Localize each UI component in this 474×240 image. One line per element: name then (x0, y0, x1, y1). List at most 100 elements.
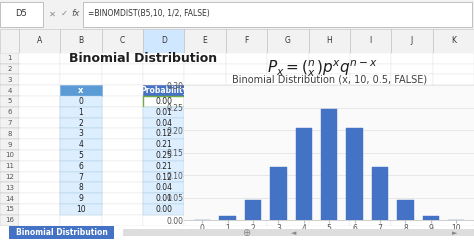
Bar (60, 64, 102, 74)
Bar (321, 109, 337, 220)
Bar (143, 172, 184, 182)
Bar (391, 182, 433, 193)
Text: 8: 8 (7, 131, 12, 137)
Bar (19, 29, 60, 53)
Bar (267, 215, 309, 226)
Bar (102, 53, 143, 64)
Bar (143, 96, 184, 107)
Bar (226, 150, 267, 161)
Bar (143, 96, 184, 107)
Bar (143, 118, 184, 128)
Bar (143, 204, 184, 215)
Text: ⊕: ⊕ (242, 228, 251, 238)
Text: 7: 7 (79, 173, 83, 181)
Text: x: x (78, 86, 84, 95)
Bar (60, 182, 102, 193)
Bar (143, 182, 184, 193)
Bar (433, 193, 474, 204)
Bar (433, 215, 474, 226)
Text: 0.00: 0.00 (155, 205, 172, 214)
Bar (184, 53, 226, 64)
Bar (267, 53, 309, 64)
Bar (60, 161, 102, 172)
Text: 0.12: 0.12 (155, 129, 172, 138)
Bar (309, 150, 350, 161)
Bar (143, 85, 184, 96)
Text: ◄: ◄ (291, 230, 297, 236)
Bar (267, 182, 309, 193)
Bar (60, 107, 102, 118)
Bar (60, 118, 102, 128)
Bar (309, 139, 350, 150)
Bar (184, 161, 226, 172)
Text: 3: 3 (7, 77, 12, 83)
Bar (102, 172, 143, 182)
Text: 1: 1 (79, 108, 83, 117)
Bar (19, 161, 60, 172)
Bar (267, 96, 309, 107)
Bar (226, 193, 267, 204)
Text: A: A (37, 36, 42, 45)
Bar (60, 53, 102, 64)
Bar (309, 172, 350, 182)
Text: 9: 9 (7, 142, 12, 148)
Bar (19, 193, 60, 204)
Text: E: E (203, 36, 208, 45)
Bar (143, 193, 184, 204)
Text: 1: 1 (7, 55, 12, 61)
Bar (184, 215, 226, 226)
Bar (433, 29, 474, 53)
Bar (309, 193, 350, 204)
Bar (19, 150, 60, 161)
Bar (309, 74, 350, 85)
Text: D5: D5 (16, 9, 27, 18)
Bar (350, 29, 391, 53)
Bar (296, 128, 312, 220)
Bar (433, 64, 474, 74)
Bar (184, 204, 226, 215)
Text: 14: 14 (5, 196, 14, 202)
Bar (143, 182, 184, 193)
Bar (391, 161, 433, 172)
Bar (143, 53, 184, 64)
Bar (102, 118, 143, 128)
Bar (19, 204, 60, 215)
Bar (60, 139, 102, 150)
Bar (226, 107, 267, 118)
Text: 0.01: 0.01 (155, 108, 172, 117)
Bar (102, 193, 143, 204)
Bar (226, 204, 267, 215)
Bar (0, 139, 19, 150)
Text: K: K (451, 36, 456, 45)
Bar (391, 150, 433, 161)
Text: J: J (411, 36, 413, 45)
Bar (433, 139, 474, 150)
Bar (0, 96, 19, 107)
Bar (0, 161, 19, 172)
Text: 0.12: 0.12 (155, 173, 172, 181)
Bar (143, 150, 184, 161)
Bar (19, 74, 60, 85)
Text: G: G (285, 36, 291, 45)
Bar (226, 161, 267, 172)
Bar (350, 74, 391, 85)
Bar (0, 64, 19, 74)
Bar (19, 128, 60, 139)
Bar (143, 161, 184, 172)
Text: 11: 11 (5, 163, 14, 169)
Text: 10: 10 (76, 205, 86, 214)
Bar (391, 118, 433, 128)
Bar (60, 172, 102, 182)
Bar (397, 200, 414, 220)
Bar (267, 139, 309, 150)
Bar (102, 150, 143, 161)
Bar (226, 118, 267, 128)
Bar (267, 118, 309, 128)
Text: 13: 13 (5, 185, 14, 191)
Text: 6: 6 (79, 162, 83, 171)
Bar (226, 139, 267, 150)
Bar (60, 74, 102, 85)
Text: =BINOMDIST(B5,10, 1/2, FALSE): =BINOMDIST(B5,10, 1/2, FALSE) (88, 9, 210, 18)
Bar (433, 204, 474, 215)
Bar (102, 161, 143, 172)
